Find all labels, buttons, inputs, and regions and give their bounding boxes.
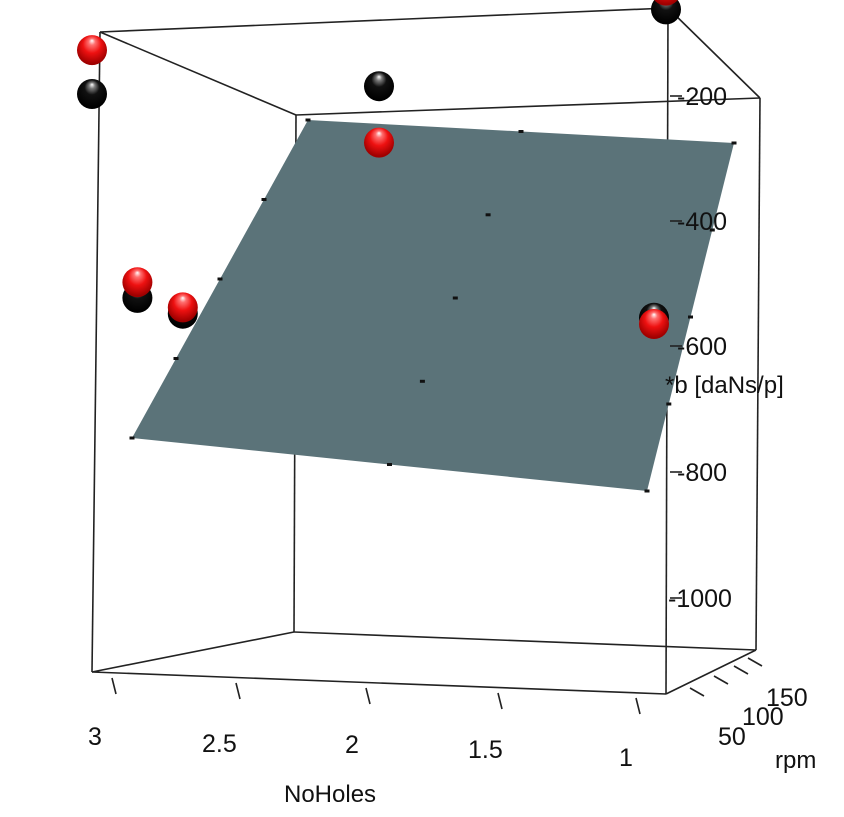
x-tick-label: 1.5 [468,736,503,764]
fitted-point [122,267,153,298]
z-tick-label: -1000 [668,585,732,613]
observed-point [364,71,394,102]
box-edge [667,7,761,99]
regression-plane [132,120,734,491]
plane-knot [419,379,425,383]
plane-knot [485,213,491,217]
plane-knot [305,118,311,122]
x-tick-mark [235,682,241,700]
y-axis-title: rpm [775,747,816,774]
plane-knot [688,315,693,319]
z-tick-label: -400 [677,208,727,236]
plane-knot [731,141,737,145]
z-tick-labels: -200 -400 -600 -800 -1000 [668,83,732,613]
plane-knot [217,277,223,281]
x-tick-label: 2 [345,731,359,759]
z-axis-title: *b [daNs/p] [665,372,784,399]
y-tick-mark [733,665,749,675]
x-axis-ticks [111,677,641,715]
box-edge [295,97,761,116]
observed-point [77,79,107,109]
z-tick-label: -600 [677,333,727,361]
z-tick-label: -200 [677,83,727,111]
plane-grid-markers [129,118,737,493]
bounding-box-front-edges [91,649,757,695]
y-tick-label: 150 [766,684,808,712]
x-tick-mark [635,697,641,715]
fitted-point [364,127,394,158]
y-tick-label: 100 [742,703,784,731]
box-edge [665,649,757,695]
plane-knot [452,296,458,300]
box-edge [293,631,757,651]
x-tick-label: 1 [619,744,633,772]
box-edge [91,31,101,673]
x-tick-label: 3 [88,723,102,751]
box-edge [99,31,297,116]
plane-knot [173,357,179,360]
fitted-point [654,0,678,6]
x-tick-mark [111,677,117,695]
points-in-front-of-plane [77,0,681,339]
plane-knot [666,402,672,406]
y-axis-ticks [689,657,763,697]
x-tick-label: 2.5 [202,730,237,758]
fitted-point [77,35,107,66]
z-axis-ticks [670,95,682,599]
y-tick-label: 50 [718,723,746,751]
plane-knot [518,130,524,133]
plane-knot [644,489,650,493]
y-tick-mark [689,687,705,697]
fitted-point [167,292,198,323]
box-edge [99,7,669,33]
y-tick-labels: 50 100 150 [718,684,808,751]
z-tick-label: -800 [677,459,727,487]
y-tick-mark [747,657,763,667]
y-tick-mark [713,675,729,685]
box-edge [91,671,667,695]
plane-knot [387,463,392,466]
box-edge [91,631,295,673]
plane-knot [261,198,267,201]
x-axis-title: NoHoles [284,781,376,808]
fitted-point [639,309,669,339]
observed-point [651,0,681,25]
box-edge [755,97,761,651]
x-tick-mark [365,687,371,705]
plane-knot [709,228,715,232]
x-tick-labels: 3 2.5 2 1.5 1 [88,723,633,772]
x-tick-mark [497,692,503,710]
plane-knot [129,436,135,440]
